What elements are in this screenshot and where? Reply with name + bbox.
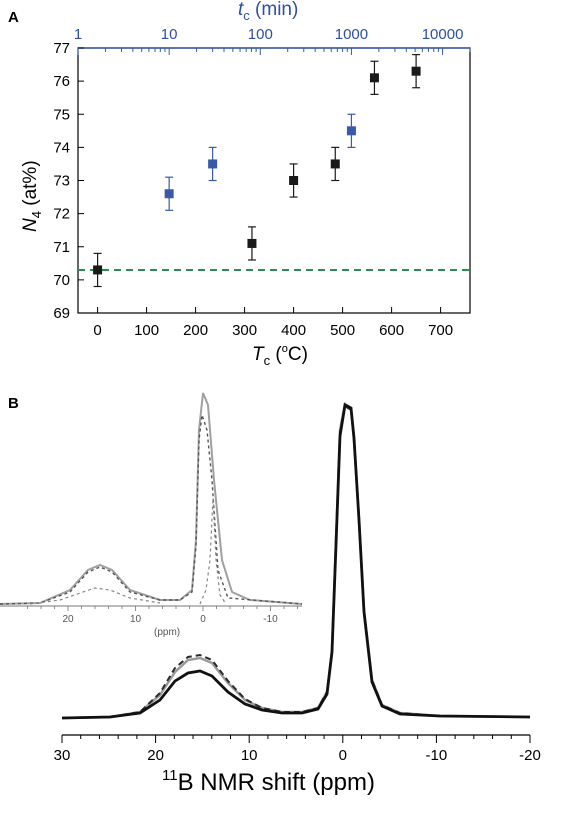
panel-label-b: B [8, 395, 19, 412]
data-point [289, 176, 299, 185]
x-tick-label: 600 [379, 322, 404, 339]
x-axis-ticks-b: 30 20 10 0 -10 -20 [54, 735, 541, 764]
data-point [346, 126, 356, 136]
x-tick-label-b: -10 [426, 747, 448, 764]
data-point [247, 238, 257, 248]
inset-tick-label: 10 [130, 614, 142, 625]
panel-label-a: A [8, 9, 19, 26]
data-point [93, 265, 103, 275]
y-tick-label: 75 [53, 106, 70, 123]
inset-x-title: (ppm) [154, 627, 180, 638]
x2-axis-title: tc (min) [238, 0, 298, 23]
y-tick-label: 71 [53, 239, 70, 256]
x2-tick-label: 1000 [335, 26, 368, 43]
x-tick-label-b: 20 [147, 747, 164, 764]
y-axis-title: N4 (at%) [20, 160, 44, 232]
x2-axis-ticks: 1 10 100 1000 10000 [74, 26, 471, 55]
inset-x-ticks: 20 10 0 -10 [27, 606, 298, 625]
x-tick-label-b: 10 [241, 747, 258, 764]
spectrum-gray [61, 401, 531, 720]
panel-b-chart: 30 20 10 0 -10 -20 11B NMR shift (ppm) 20 10 0 -… [0, 392, 541, 796]
inset-spectrum-gray [0, 392, 303, 605]
x-axis-title-b: 11B NMR shift (ppm) [162, 767, 375, 796]
inset-plot: 20 10 0 -10 (ppm) [0, 392, 303, 638]
inset-component-2 [199, 497, 227, 605]
x-tick-label-b: 0 [339, 747, 347, 764]
data-point [330, 159, 340, 169]
y-tick-label: 74 [53, 139, 70, 156]
inset-spectrum-dotted [0, 414, 303, 605]
data-point [411, 66, 421, 76]
panel-a-chart: 69 70 71 72 73 74 75 76 77 0 100 200 300 400 500 600 70… [20, 0, 471, 368]
data-point [369, 73, 379, 83]
x-tick-label: 700 [428, 322, 453, 339]
y-tick-label: 76 [53, 73, 70, 90]
x2-tick-label: 1 [74, 26, 82, 43]
x-tick-label-b: -20 [519, 747, 541, 764]
inset-tick-label: 20 [62, 614, 74, 625]
x-tick-label: 200 [183, 322, 208, 339]
x-tick-label: 400 [281, 322, 306, 339]
x2-tick-label: 10 [161, 26, 178, 43]
data-point [164, 189, 174, 199]
x2-tick-label: 100 [248, 26, 273, 43]
x-tick-label: 0 [93, 322, 101, 339]
spectrum-dashed [61, 404, 531, 719]
data-point [208, 159, 218, 169]
plot-frame-a [77, 47, 471, 314]
y-tick-label: 73 [53, 173, 70, 190]
y-tick-label: 77 [53, 40, 70, 57]
inset-component-1 [29, 587, 161, 605]
spectrum-black [61, 402, 531, 720]
y-tick-label: 70 [53, 272, 70, 289]
x-axis-title: Tc (oC) [252, 343, 308, 368]
inset-tick-label: -10 [263, 614, 278, 625]
x-axis-ticks: 0 100 200 300 400 500 600 700 [93, 307, 453, 339]
x-tick-label: 100 [134, 322, 159, 339]
y-tick-label: 69 [53, 305, 70, 322]
inset-tick-label: 0 [200, 614, 206, 625]
x-tick-label: 300 [232, 322, 257, 339]
x-tick-label-b: 30 [54, 747, 71, 764]
x-tick-label: 500 [330, 322, 355, 339]
x2-tick-label: 10000 [422, 26, 464, 43]
y-tick-label: 72 [53, 206, 70, 223]
data-points [93, 54, 421, 288]
y-axis-ticks: 69 70 71 72 73 74 75 76 77 [53, 40, 84, 322]
